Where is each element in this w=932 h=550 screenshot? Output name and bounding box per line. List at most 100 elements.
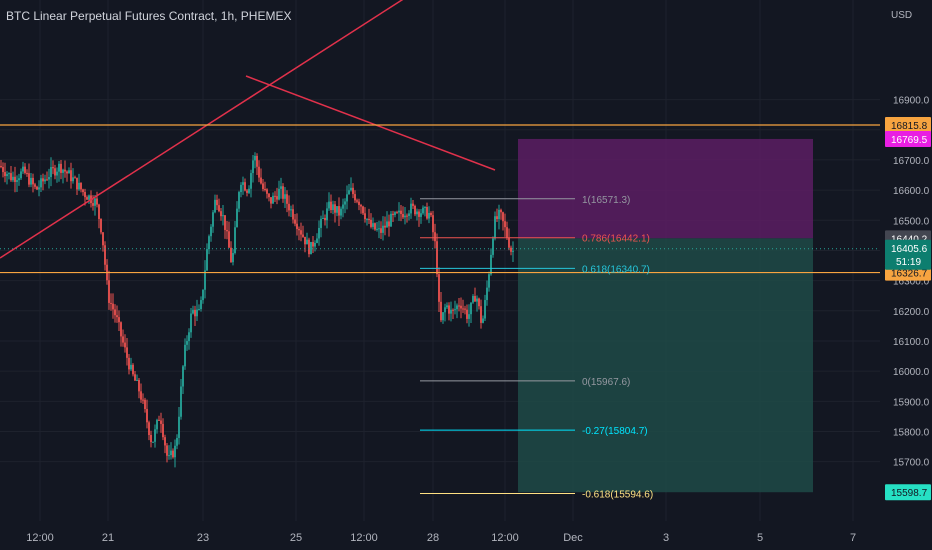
candle-body <box>340 208 342 216</box>
candle <box>466 304 468 324</box>
candle <box>494 211 496 241</box>
candle <box>22 161 24 174</box>
candle-body <box>488 274 490 288</box>
candle <box>438 267 440 313</box>
candle-body <box>188 332 190 342</box>
candle-body <box>16 180 18 182</box>
price-axis-tick-label: 16000.0 <box>893 367 930 378</box>
candle-body <box>38 187 40 190</box>
candle <box>456 303 458 319</box>
candle-body <box>234 227 236 254</box>
stop-zone <box>518 238 813 493</box>
candle-body <box>200 300 202 310</box>
candle <box>306 232 308 245</box>
candle <box>166 443 168 463</box>
candle <box>298 226 300 241</box>
candle <box>472 294 474 304</box>
candle-body <box>436 241 438 275</box>
candle-body <box>406 215 408 217</box>
candle <box>30 172 32 188</box>
price-tag: 15598.7 <box>885 484 931 501</box>
candle-body <box>236 208 238 228</box>
candle <box>34 182 36 190</box>
candle <box>158 415 160 421</box>
candle <box>150 430 152 448</box>
candle <box>486 280 488 306</box>
time-axis-tick-label: 12:00 <box>26 532 54 544</box>
candle <box>312 236 314 253</box>
candle-body <box>244 182 246 191</box>
candle <box>250 169 252 198</box>
candle <box>344 198 346 214</box>
candle-body <box>314 242 316 247</box>
candle-body <box>316 238 318 243</box>
candle-body <box>2 167 4 173</box>
candle-body <box>416 211 418 215</box>
candle-body <box>36 186 38 190</box>
candle-body <box>0 165 2 168</box>
candle-body <box>428 212 430 219</box>
candle <box>502 211 504 231</box>
candle-body <box>8 173 10 175</box>
candle <box>334 201 336 223</box>
candle-body <box>482 318 484 323</box>
candle <box>256 153 258 176</box>
candle-body <box>66 171 68 174</box>
candle <box>350 177 352 192</box>
candle <box>378 220 380 239</box>
candle <box>44 174 46 185</box>
candle <box>14 166 16 193</box>
price-axis-tick-label: 16900.0 <box>893 96 930 107</box>
candle-body <box>62 169 64 173</box>
price-tag: 16769.5 <box>885 130 931 147</box>
candle <box>66 170 68 182</box>
candle <box>412 199 414 210</box>
candle-body <box>438 274 440 302</box>
time-axis: 12:00 21 23 25 12:00 28 12:00 Dec 3 5 7 <box>26 532 856 544</box>
candle-body <box>28 173 30 185</box>
price-tag-text: 16769.5 <box>891 135 928 146</box>
candle-body <box>82 189 84 192</box>
candle <box>0 160 2 169</box>
candle <box>446 302 448 309</box>
candle-body <box>402 213 404 218</box>
candle <box>274 191 276 202</box>
candle <box>352 183 354 199</box>
candle <box>170 442 172 460</box>
candle-body <box>422 207 424 214</box>
candle-body <box>192 309 194 314</box>
candle-body <box>18 178 20 181</box>
candle <box>316 233 318 244</box>
candle <box>510 245 512 256</box>
candle <box>408 210 410 221</box>
price-tag: 16815.8 <box>885 116 931 133</box>
candle <box>26 169 28 177</box>
candle <box>246 188 248 197</box>
candle <box>28 163 30 188</box>
candle-body <box>176 437 178 446</box>
candle <box>440 292 442 323</box>
candle-body <box>248 188 250 193</box>
price-axis-tick-label: 15800.0 <box>893 427 930 438</box>
candle-body <box>262 183 264 190</box>
time-axis-tick-label: 28 <box>427 532 439 544</box>
candle <box>314 240 316 252</box>
candle-body <box>30 177 32 185</box>
candle-body <box>318 227 320 239</box>
time-axis-tick-label: 12:00 <box>491 532 519 544</box>
candle <box>448 302 450 321</box>
candle-body <box>74 177 76 179</box>
candle-body <box>328 201 330 209</box>
candle-body <box>10 173 12 181</box>
fib-retracement: 1(16571.3) 0.786(16442.1) 0.618(16340.7) 0(… <box>420 195 653 500</box>
candle <box>346 185 348 210</box>
candle <box>380 221 382 239</box>
candle-body <box>146 409 148 423</box>
candles <box>0 152 514 468</box>
candle <box>218 198 220 213</box>
candle-body <box>512 250 514 252</box>
candle-body <box>414 205 416 215</box>
candle-body <box>308 239 310 255</box>
candle-body <box>220 211 222 217</box>
